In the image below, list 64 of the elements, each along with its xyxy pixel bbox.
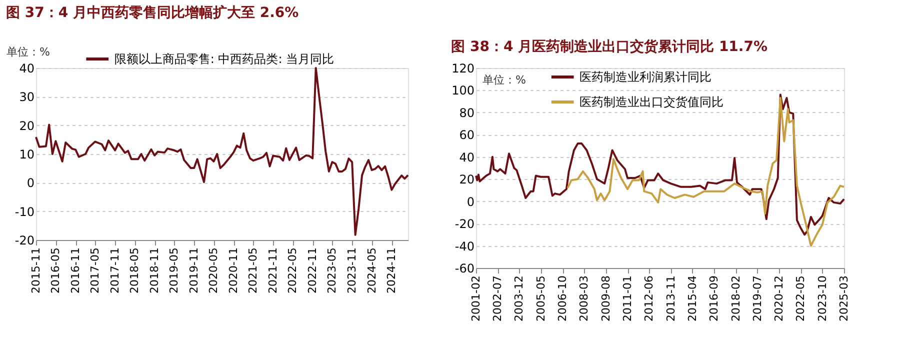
chart-title: 图 37：4 月中西药零售同比增幅扩大至 2.6% xyxy=(6,4,299,21)
y-tick-label: 0 xyxy=(26,176,34,190)
x-tick-label: 2022-05 xyxy=(286,248,300,294)
y-tick-label: -20 xyxy=(14,234,34,248)
y-axis-title: 单位：% xyxy=(6,46,50,58)
x-tick-label: 2018-02 xyxy=(729,276,742,322)
x-tick-label: 2022-11 xyxy=(306,248,320,294)
y-tick-label: 0 xyxy=(466,194,474,209)
legend-label: 医药制造业出口交货值同比 xyxy=(580,95,724,109)
x-tick-label: 2015-04 xyxy=(686,276,699,322)
x-tick-label: 2020-11 xyxy=(227,248,240,294)
x-tick-label: 2008-03 xyxy=(578,276,591,322)
x-tick-label: 2017-05 xyxy=(88,248,102,294)
y-tick-label: 60 xyxy=(459,128,474,142)
x-tick-label: 2021-11 xyxy=(266,248,280,294)
line-series xyxy=(475,94,845,236)
y-tick-label: 40 xyxy=(19,62,34,76)
x-tick-label: 2020-05 xyxy=(207,248,220,294)
y-tick-label: 10 xyxy=(19,148,34,162)
x-tick-label: 2016-09 xyxy=(708,276,721,322)
y-tick-label: 100 xyxy=(452,84,474,98)
line-series xyxy=(35,67,409,236)
y-tick-label: -60 xyxy=(454,262,474,276)
y-tick-label: -40 xyxy=(454,239,474,254)
y-tick-label: 120 xyxy=(452,62,474,76)
x-tick-label: 2003-12 xyxy=(512,276,526,322)
x-tick-label: 2019-11 xyxy=(188,248,201,294)
x-tick-label: 2015-11 xyxy=(30,248,42,294)
x-tick-label: 2012-06 xyxy=(642,276,656,322)
x-tick-label: 2024-05 xyxy=(365,248,378,294)
x-tick-label: 2017-11 xyxy=(108,248,122,294)
x-tick-label: 2021-05 xyxy=(246,248,260,294)
x-tick-label: 2023-05 xyxy=(326,248,339,294)
y-tick-label: 40 xyxy=(459,150,474,164)
x-tick-label: 2002-07 xyxy=(491,276,504,322)
y-tick-label: -10 xyxy=(14,204,34,219)
y-tick-label: 80 xyxy=(459,106,474,120)
x-tick-label: 2024-11 xyxy=(385,248,398,294)
x-tick-label: 2018-05 xyxy=(128,248,142,294)
x-tick-label: 2019-05 xyxy=(168,248,181,294)
y-tick-label: 20 xyxy=(19,118,34,133)
x-tick-label: 2025-03 xyxy=(838,276,850,322)
x-tick-label: 2022-05 xyxy=(794,276,808,322)
x-tick-label: 2023-10 xyxy=(816,276,829,322)
y-axis-title: 单位：% xyxy=(482,74,526,86)
x-tick-label: 2018-11 xyxy=(148,248,162,294)
y-tick-label: -20 xyxy=(454,217,474,232)
x-tick-label: 2013-11 xyxy=(664,276,678,322)
x-tick-label: 2023-11 xyxy=(346,248,359,294)
chart-title: 图 38：4 月医药制造业出口交货累计同比 11.7% xyxy=(451,38,768,55)
legend-label: 限额以上商品零售: 中西药品类: 当月同比 xyxy=(114,52,334,66)
x-tick-label: 2020-12 xyxy=(772,276,786,322)
legend-label: 医药制造业利润累计同比 xyxy=(580,70,712,84)
x-tick-label: 2001-02 xyxy=(470,276,482,322)
line-series xyxy=(566,97,845,247)
x-tick-label: 2011-01 xyxy=(621,276,634,322)
x-tick-label: 2016-11 xyxy=(69,248,82,294)
x-tick-label: 2005-05 xyxy=(534,276,548,322)
x-tick-label: 2019-07 xyxy=(750,276,764,322)
x-tick-label: 2006-10 xyxy=(556,276,570,322)
x-tick-label: 2016-05 xyxy=(49,248,62,294)
y-tick-label: 20 xyxy=(459,172,474,187)
y-tick-label: 30 xyxy=(19,90,34,104)
x-tick-label: 2009-08 xyxy=(599,276,612,322)
